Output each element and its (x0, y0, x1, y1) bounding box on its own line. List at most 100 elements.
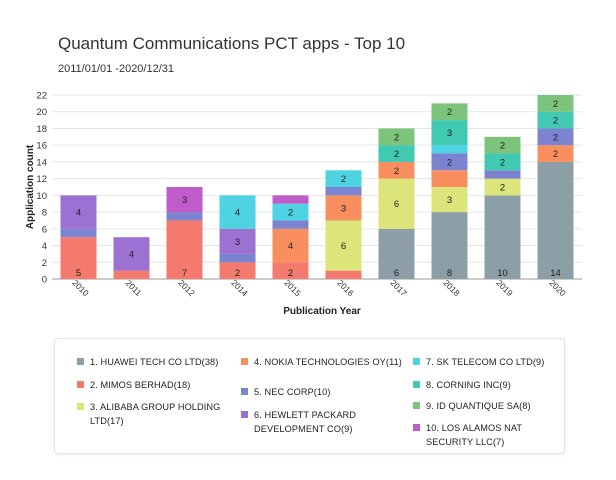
bar-segment (325, 270, 362, 279)
x-tick-label: 2011 (124, 278, 144, 298)
data-label: 3 (447, 195, 452, 206)
bar-segment (272, 262, 309, 279)
bar-segment (431, 153, 468, 171)
y-tick-label: 20 (36, 107, 47, 118)
bar-segment (484, 170, 521, 179)
legend-label: 2. MIMOS BERHAD(18) (90, 380, 191, 390)
legend-label: 7. SK TELECOM CO LTD(9) (426, 357, 545, 367)
legend-swatch (241, 411, 248, 418)
y-tick-label: 2 (42, 258, 47, 269)
data-label: 3 (182, 195, 187, 206)
data-label: 2 (288, 208, 293, 219)
bar-segment (60, 228, 97, 238)
data-label: 2 (341, 174, 346, 185)
bar-segment (166, 187, 203, 213)
data-label: 6 (394, 268, 399, 279)
legend-swatch (241, 358, 248, 365)
data-label: 2 (394, 149, 399, 160)
y-tick-label: 16 (36, 141, 47, 152)
y-tick-label: 0 (42, 275, 47, 286)
y-tick-label: 12 (36, 174, 47, 185)
legend-item[interactable]: 5. NEC CORP(10) (241, 385, 406, 399)
bar-segment (484, 136, 521, 154)
data-label: 7 (182, 268, 187, 279)
chart-legend: 1. HUAWEI TECH CO LTD(38) 2. MIMOS BERHAD… (54, 338, 565, 454)
legend-label: 5. NEC CORP(10) (254, 387, 331, 397)
data-label: 8 (447, 268, 452, 279)
bar-segment (60, 237, 97, 279)
legend-item[interactable]: 8. CORNING INC(9) (413, 378, 554, 392)
data-label: 2 (447, 107, 452, 118)
legend-item[interactable]: 1. HUAWEI TECH CO LTD(38) (77, 355, 238, 369)
bar-segment (537, 95, 574, 112)
y-tick-label: 18 (36, 124, 47, 135)
bar-segment (113, 270, 150, 279)
data-label: 2 (500, 157, 505, 168)
legend-swatch (413, 424, 420, 431)
legend-label: 10. LOS ALAMOS NAT SECURITY LLC(7) (426, 423, 522, 447)
legend-swatch (241, 388, 248, 395)
bar-segment (484, 195, 521, 279)
data-label: 2 (394, 132, 399, 143)
bar-segment (431, 145, 468, 154)
legend-item[interactable]: 4. NOKIA TECHNOLOGIES OY(11) (241, 355, 406, 369)
bar-segment (431, 103, 468, 121)
data-label: 2 (553, 116, 558, 127)
stacked-bar-chart: 0246810121416182022542010420117320122342… (25, 91, 582, 317)
legend-item[interactable]: 3. ALIBABA GROUP HOLDING LTD(17) (77, 400, 238, 428)
bar-segment (272, 203, 309, 221)
data-label: 5 (76, 268, 81, 279)
bar-segment (219, 253, 256, 263)
bar-segment (431, 170, 468, 187)
data-label: 3 (235, 237, 240, 248)
x-tick-label: 2020 (547, 278, 568, 299)
y-tick-label: 10 (36, 191, 47, 202)
bar-segment (431, 212, 468, 279)
data-label: 2 (235, 268, 240, 279)
legend-item[interactable]: 7. SK TELECOM CO LTD(9) (413, 355, 554, 369)
legend-swatch (413, 402, 420, 409)
data-label: 4 (288, 241, 293, 252)
bar-segment (431, 120, 468, 146)
legend-item[interactable]: 9. ID QUANTIQUE SA(8) (413, 399, 554, 413)
y-tick-label: 4 (42, 241, 47, 252)
bar-segment (378, 228, 415, 279)
data-label: 2 (447, 157, 452, 168)
legend-swatch (77, 403, 84, 410)
bar-segment (272, 195, 309, 204)
data-label: 2 (553, 132, 558, 143)
x-tick-label: 2014 (229, 278, 250, 299)
x-tick-label: 2019 (494, 278, 515, 299)
bar-segment (113, 237, 150, 271)
data-label: 6 (341, 241, 346, 252)
legend-swatch (413, 358, 420, 365)
legend-swatch (77, 381, 84, 388)
legend-item[interactable]: 6. HEWLETT PACKARD DEVELOPMENT CO(9) (241, 408, 406, 436)
y-tick-label: 14 (36, 157, 47, 168)
legend-label: 1. HUAWEI TECH CO LTD(38) (90, 357, 219, 367)
bar-segment (378, 178, 415, 229)
bar-segment (272, 220, 309, 229)
data-label: 2 (500, 183, 505, 194)
bar-segment (537, 145, 574, 162)
bar-segment (378, 145, 415, 162)
bar-segment (431, 187, 468, 213)
bar-segment (325, 187, 362, 196)
bar-segment (325, 195, 362, 221)
chart-subtitle: 2011/01/01 -2020/12/31 (58, 63, 175, 75)
bar-segment (219, 228, 256, 254)
legend-item[interactable]: 10. LOS ALAMOS NAT SECURITY LLC(7) (413, 421, 554, 449)
data-label: 4 (76, 208, 81, 219)
bar-segment (166, 212, 203, 221)
data-label: 2 (394, 166, 399, 177)
legend-label: 4. NOKIA TECHNOLOGIES OY(11) (254, 357, 402, 367)
bar-segment (219, 195, 256, 229)
y-tick-label: 8 (42, 208, 47, 219)
legend-item[interactable]: 2. MIMOS BERHAD(18) (77, 378, 238, 392)
bar-segment (60, 195, 97, 229)
y-tick-label: 6 (42, 224, 47, 235)
bar-segment (325, 170, 362, 187)
y-axis-title: Application count (25, 144, 36, 229)
data-label: 4 (235, 208, 240, 219)
data-label: 2 (288, 268, 293, 279)
